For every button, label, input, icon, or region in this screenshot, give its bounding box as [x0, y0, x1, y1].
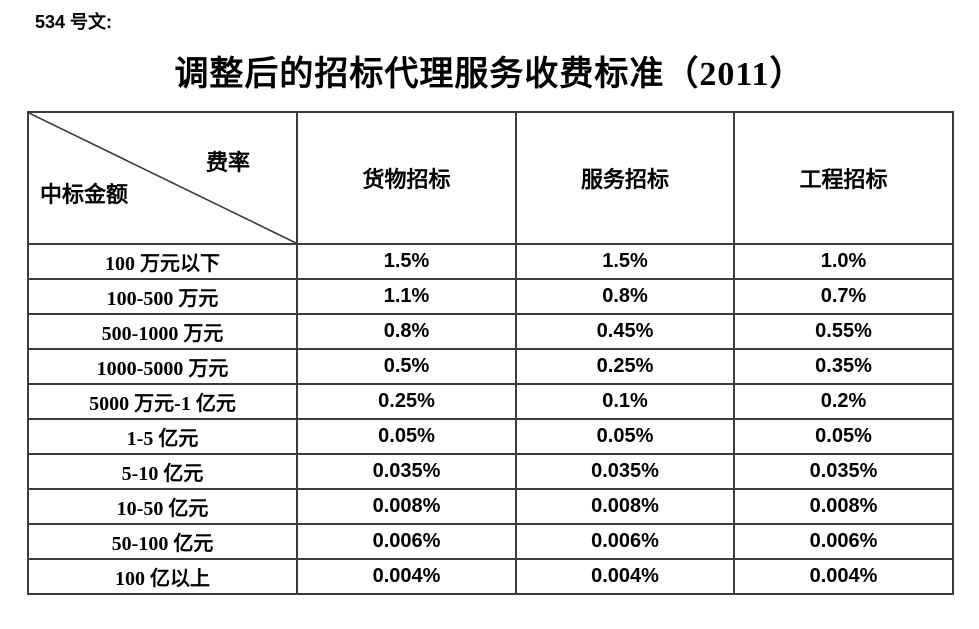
corner-label-rate: 费率 [205, 150, 250, 175]
row-label: 100 万元以下 [27, 243, 298, 280]
fee-value: 1.0% [733, 243, 954, 280]
corner-cell: 费率 中标金额 [27, 111, 298, 245]
fee-value: 0.25% [296, 383, 517, 420]
fee-value: 0.05% [296, 418, 517, 455]
fee-value: 0.8% [515, 278, 735, 315]
fee-value: 0.05% [733, 418, 954, 455]
column-header-services: 服务招标 [515, 111, 735, 245]
table-row: 1000-5000 万元 0.5% 0.25% 0.35% [27, 348, 954, 385]
table-row: 100 万元以下 1.5% 1.5% 1.0% [27, 243, 954, 280]
fee-value: 0.035% [733, 453, 954, 490]
corner-label-amount: 中标金额 [40, 182, 129, 207]
fee-value: 1.5% [296, 243, 517, 280]
fee-value: 0.2% [733, 383, 954, 420]
diagonal-line [29, 113, 296, 243]
fee-value: 0.004% [515, 558, 735, 595]
table-row: 1-5 亿元 0.05% 0.05% 0.05% [27, 418, 954, 455]
row-label: 100 亿以上 [27, 558, 298, 595]
fee-value: 0.1% [515, 383, 735, 420]
fee-value: 1.5% [515, 243, 735, 280]
row-label: 1-5 亿元 [27, 418, 298, 455]
table-row: 50-100 亿元 0.006% 0.006% 0.006% [27, 523, 954, 560]
fee-value: 0.008% [296, 488, 517, 525]
row-label: 10-50 亿元 [27, 488, 298, 525]
fee-value: 0.004% [733, 558, 954, 595]
table-row: 100-500 万元 1.1% 0.8% 0.7% [27, 278, 954, 315]
doc-number: 534 号文: [35, 12, 113, 32]
fee-value: 0.8% [296, 313, 517, 350]
fee-value: 0.05% [515, 418, 735, 455]
fee-value: 0.006% [515, 523, 735, 560]
header-row: 费率 中标金额 货物招标 服务招标 工程招标 [27, 111, 954, 245]
row-label: 5000 万元-1 亿元 [27, 383, 298, 420]
table-row: 500-1000 万元 0.8% 0.45% 0.55% [27, 313, 954, 350]
fee-value: 0.035% [296, 453, 517, 490]
fee-value: 0.008% [733, 488, 954, 525]
fee-value: 0.25% [515, 348, 735, 385]
fee-value: 0.7% [733, 278, 954, 315]
column-header-goods: 货物招标 [296, 111, 517, 245]
fee-value: 0.006% [733, 523, 954, 560]
fee-value: 0.006% [296, 523, 517, 560]
fee-value: 0.035% [515, 453, 735, 490]
row-label: 50-100 亿元 [27, 523, 298, 560]
fee-value: 0.5% [296, 348, 517, 385]
row-label: 100-500 万元 [27, 278, 298, 315]
row-label: 5-10 亿元 [27, 453, 298, 490]
fee-value: 0.008% [515, 488, 735, 525]
table-row: 5000 万元-1 亿元 0.25% 0.1% 0.2% [27, 383, 954, 420]
row-label: 500-1000 万元 [27, 313, 298, 350]
fee-value: 0.45% [515, 313, 735, 350]
fee-value: 1.1% [296, 278, 517, 315]
fee-value: 0.004% [296, 558, 517, 595]
table-row: 100 亿以上 0.004% 0.004% 0.004% [27, 558, 954, 595]
row-label: 1000-5000 万元 [27, 348, 298, 385]
table-row: 5-10 亿元 0.035% 0.035% 0.035% [27, 453, 954, 490]
page-title: 调整后的招标代理服务收费标准（2011） [174, 56, 805, 93]
table-row: 10-50 亿元 0.008% 0.008% 0.008% [27, 488, 954, 525]
fee-value: 0.35% [733, 348, 954, 385]
fee-value: 0.55% [733, 313, 954, 350]
fee-table: 费率 中标金额 货物招标 服务招标 工程招标 100 万元以下 1.5% 1.5… [27, 111, 954, 595]
column-header-works: 工程招标 [733, 111, 954, 245]
